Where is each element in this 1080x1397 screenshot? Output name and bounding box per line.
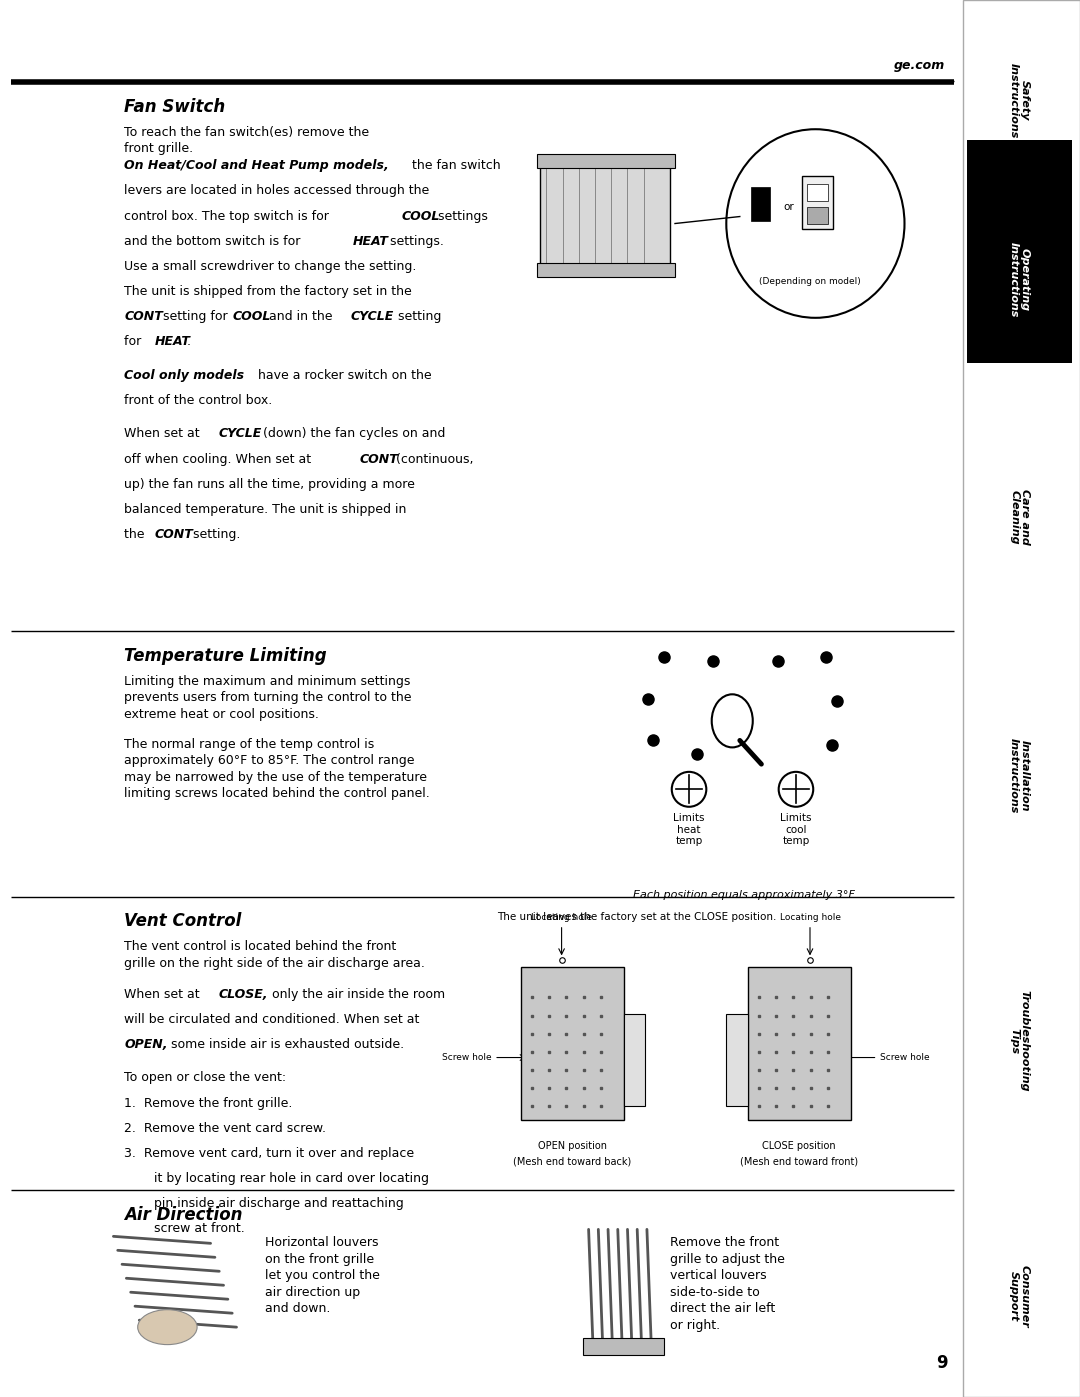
Text: it by locating rear hole in card over locating: it by locating rear hole in card over lo… — [154, 1172, 430, 1185]
Bar — [963, 0, 1080, 1397]
Text: Troubleshooting
Tips: Troubleshooting Tips — [1009, 990, 1030, 1091]
Text: screw at front.: screw at front. — [154, 1222, 245, 1235]
Text: The normal range of the temp control is
approximately 60°F to 85°F. The control : The normal range of the temp control is … — [124, 738, 430, 800]
Text: setting: setting — [394, 310, 442, 323]
Text: HEAT: HEAT — [353, 235, 389, 247]
Ellipse shape — [672, 771, 706, 806]
Text: the fan switch: the fan switch — [408, 159, 501, 172]
Text: CYCLE: CYCLE — [351, 310, 394, 323]
Text: control box. The top switch is for: control box. The top switch is for — [124, 210, 333, 222]
Ellipse shape — [138, 1310, 197, 1344]
Text: Air Direction: Air Direction — [124, 1206, 243, 1224]
Text: Each position equals approximately 3°F.: Each position equals approximately 3°F. — [633, 890, 858, 900]
Text: for: for — [124, 335, 146, 348]
Text: balanced temperature. The unit is shipped in: balanced temperature. The unit is shippe… — [124, 503, 406, 515]
Bar — [726, 1014, 747, 1106]
Text: Use a small screwdriver to change the setting.: Use a small screwdriver to change the se… — [124, 260, 417, 272]
Text: Locating hole: Locating hole — [531, 914, 592, 922]
Bar — [537, 154, 675, 168]
Text: the: the — [124, 528, 149, 541]
Text: COOL: COOL — [232, 310, 271, 323]
Text: The unit leaves the factory set at the CLOSE position.: The unit leaves the factory set at the C… — [497, 912, 777, 922]
Text: HEAT: HEAT — [154, 335, 190, 348]
Text: setting.: setting. — [189, 528, 241, 541]
Bar — [537, 263, 675, 277]
Text: To reach the fan switch(es) remove the
front grille.: To reach the fan switch(es) remove the f… — [124, 126, 369, 155]
Text: To open or close the vent:: To open or close the vent: — [124, 1071, 286, 1084]
Ellipse shape — [712, 694, 753, 747]
Text: front of the control box.: front of the control box. — [124, 394, 272, 407]
Bar — [751, 187, 770, 221]
Text: CONT: CONT — [360, 453, 399, 465]
Text: (Depending on model): (Depending on model) — [759, 277, 861, 285]
Text: Fan Switch: Fan Switch — [124, 98, 226, 116]
Text: only the air inside the room: only the air inside the room — [268, 988, 445, 1000]
Text: (Mesh end toward front): (Mesh end toward front) — [740, 1157, 859, 1166]
Text: 1.  Remove the front grille.: 1. Remove the front grille. — [124, 1097, 293, 1109]
Text: When set at: When set at — [124, 988, 204, 1000]
Text: Locating hole: Locating hole — [780, 914, 840, 922]
Text: CONT: CONT — [154, 528, 193, 541]
Text: and the bottom switch is for: and the bottom switch is for — [124, 235, 305, 247]
Text: will be circulated and conditioned. When set at: will be circulated and conditioned. When… — [124, 1013, 419, 1025]
Text: ge.com: ge.com — [894, 59, 945, 71]
Text: CLOSE position: CLOSE position — [762, 1141, 836, 1151]
Text: Screw hole: Screw hole — [443, 1053, 492, 1062]
Text: and in the: and in the — [265, 310, 336, 323]
Text: CONT: CONT — [124, 310, 163, 323]
Text: Operating
Instructions: Operating Instructions — [1009, 242, 1030, 317]
Text: Safety
Instructions: Safety Instructions — [1009, 63, 1030, 138]
Text: Consumer
Support: Consumer Support — [1009, 1266, 1030, 1327]
Text: settings: settings — [434, 210, 488, 222]
Text: (down) the fan cycles on and: (down) the fan cycles on and — [259, 427, 446, 440]
Text: pin inside air discharge and reattaching: pin inside air discharge and reattaching — [154, 1197, 404, 1210]
Text: 9: 9 — [936, 1354, 948, 1372]
Bar — [540, 163, 670, 268]
Text: (Mesh end toward back): (Mesh end toward back) — [513, 1157, 632, 1166]
Text: COOL: COOL — [402, 210, 441, 222]
Text: 2.  Remove the vent card screw.: 2. Remove the vent card screw. — [124, 1122, 326, 1134]
Bar — [807, 184, 828, 201]
Text: Care and
Cleaning: Care and Cleaning — [1009, 489, 1030, 545]
Text: levers are located in holes accessed through the: levers are located in holes accessed thr… — [124, 184, 430, 197]
Text: up) the fan runs all the time, providing a more: up) the fan runs all the time, providing… — [124, 478, 415, 490]
Bar — [802, 176, 833, 229]
Ellipse shape — [726, 129, 905, 317]
Bar — [522, 967, 624, 1120]
Text: setting for: setting for — [159, 310, 231, 323]
Text: .: . — [187, 335, 191, 348]
Text: (continuous,: (continuous, — [392, 453, 473, 465]
Text: Installation
Instructions: Installation Instructions — [1009, 738, 1030, 813]
Text: have a rocker switch on the: have a rocker switch on the — [254, 369, 431, 381]
Text: OPEN,: OPEN, — [124, 1038, 167, 1051]
Text: Limiting the maximum and minimum settings
prevents users from turning the contro: Limiting the maximum and minimum setting… — [124, 675, 411, 721]
Text: settings.: settings. — [386, 235, 444, 247]
Text: Vent Control: Vent Control — [124, 912, 242, 930]
Text: Screw hole: Screw hole — [879, 1053, 929, 1062]
Text: CYCLE: CYCLE — [218, 427, 261, 440]
Text: Remove the front
grille to adjust the
vertical louvers
side-to-side to
direct th: Remove the front grille to adjust the ve… — [670, 1236, 784, 1331]
Bar — [747, 967, 851, 1120]
Text: Limits
cool
temp: Limits cool temp — [780, 813, 812, 847]
Text: or: or — [783, 201, 794, 212]
Text: Cool only models: Cool only models — [124, 369, 244, 381]
Text: The vent control is located behind the front
grille on the right side of the air: The vent control is located behind the f… — [124, 940, 426, 970]
Bar — [807, 207, 828, 224]
Bar — [967, 140, 1072, 363]
Text: off when cooling. When set at: off when cooling. When set at — [124, 453, 315, 465]
Text: Limits
heat
temp: Limits heat temp — [673, 813, 705, 847]
Text: The unit is shipped from the factory set in the: The unit is shipped from the factory set… — [124, 285, 411, 298]
Text: CLOSE,: CLOSE, — [218, 988, 268, 1000]
Ellipse shape — [779, 771, 813, 806]
Text: When set at: When set at — [124, 427, 204, 440]
Text: Temperature Limiting: Temperature Limiting — [124, 647, 327, 665]
Text: some inside air is exhausted outside.: some inside air is exhausted outside. — [167, 1038, 405, 1051]
Text: OPEN position: OPEN position — [538, 1141, 607, 1151]
Text: Horizontal louvers
on the front grille
let you control the
air direction up
and : Horizontal louvers on the front grille l… — [265, 1236, 379, 1316]
Bar — [583, 1338, 664, 1355]
Text: On Heat/Cool and Heat Pump models,: On Heat/Cool and Heat Pump models, — [124, 159, 389, 172]
Bar — [624, 1014, 646, 1106]
Text: 3.  Remove vent card, turn it over and replace: 3. Remove vent card, turn it over and re… — [124, 1147, 415, 1160]
